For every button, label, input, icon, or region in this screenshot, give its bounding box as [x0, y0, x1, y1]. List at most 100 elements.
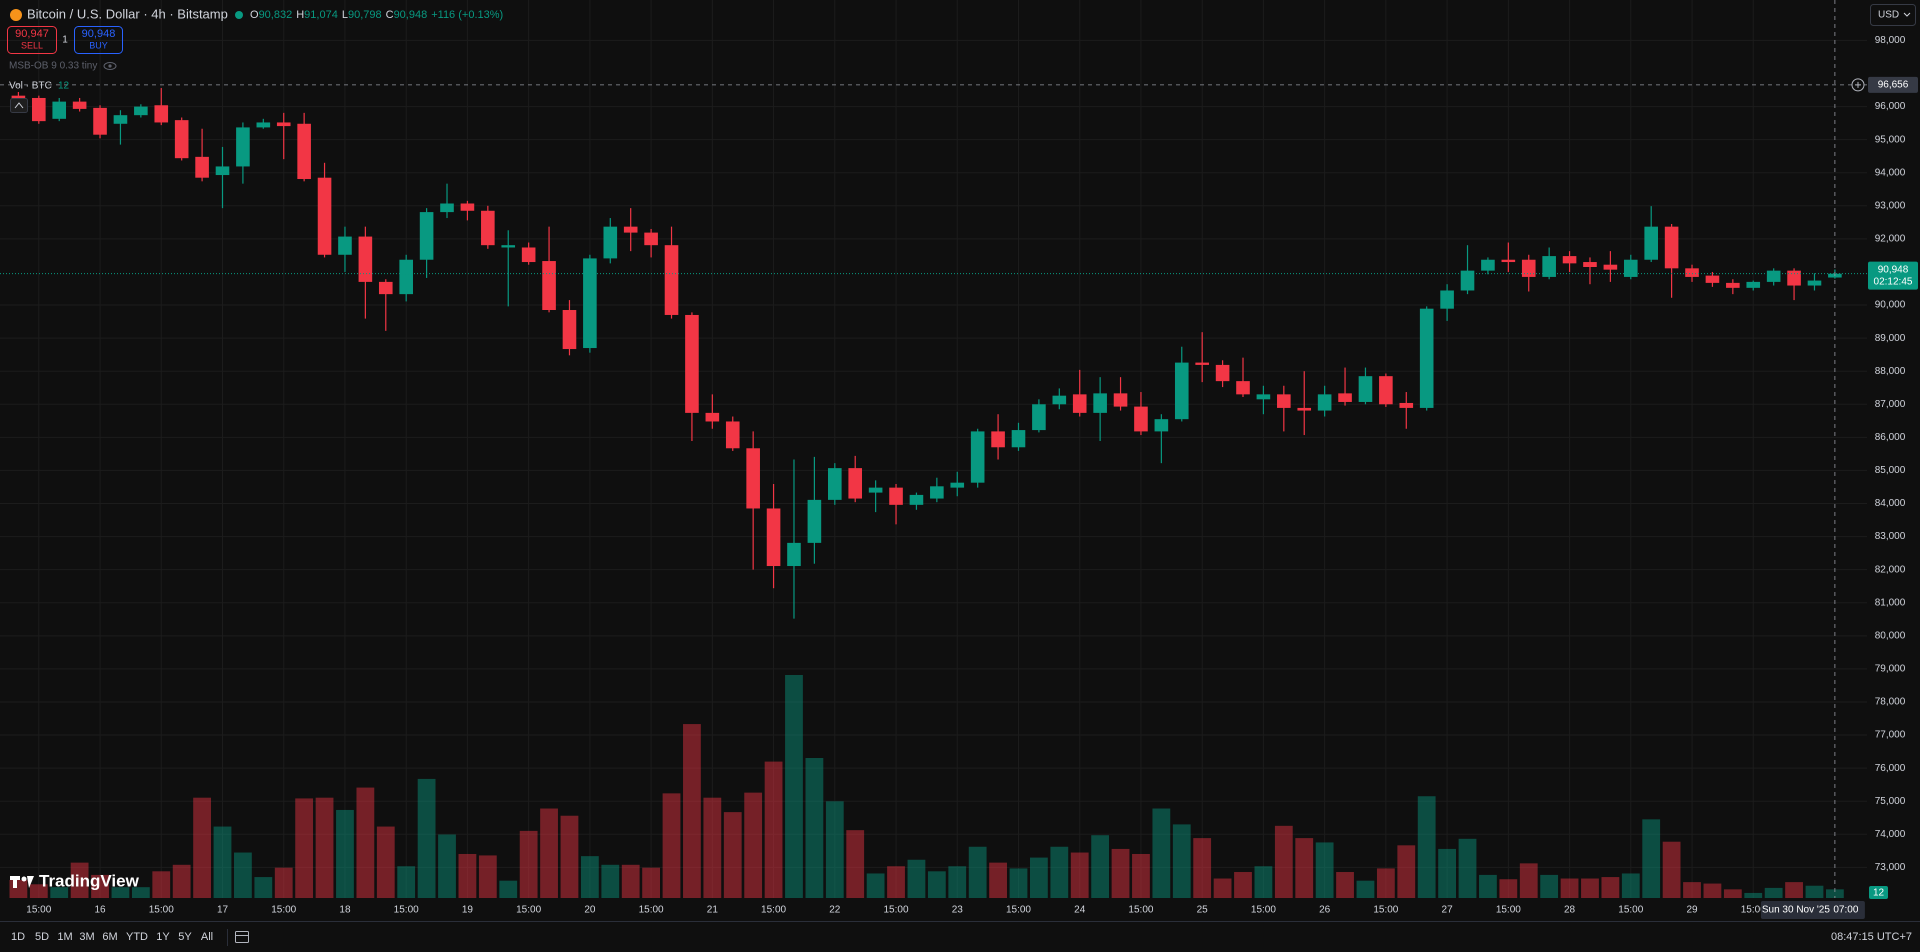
overlay-layer: 73,000 74,000 75,000 76,000 77,000 78,000 79,0…	[0, 0, 1918, 919]
h-label: H	[296, 9, 304, 21]
y-tick-label: 82,000	[1875, 564, 1906, 575]
branding: TradingView	[39, 871, 140, 890]
volume-bar	[1070, 852, 1089, 898]
volume-bar	[1785, 882, 1803, 898]
c-label: C	[386, 9, 394, 21]
x-tick-label: 29	[1686, 905, 1698, 916]
spread: 1	[62, 35, 68, 46]
volume-bar	[274, 867, 293, 898]
volume-bar	[213, 826, 232, 898]
candle-body	[1807, 280, 1822, 286]
candle-body	[889, 487, 903, 505]
crosshair-time: 07:00	[1833, 905, 1858, 916]
range-button[interactable]: YTD	[126, 931, 148, 943]
range-button[interactable]: 5Y	[178, 931, 192, 943]
add-alert-button[interactable]	[1851, 78, 1865, 92]
y-tick-label: 96,000	[1875, 101, 1906, 112]
currency-button[interactable]	[1870, 4, 1916, 26]
candle-body	[32, 97, 46, 122]
candle-body	[950, 482, 965, 488]
currency: USD	[1878, 10, 1899, 21]
x-tick-label: 23	[952, 905, 964, 916]
candle-body	[52, 101, 67, 119]
volume-value-box	[1869, 886, 1888, 899]
symbol-title[interactable]: Bitcoin / U.S. Dollar · 4h · Bitstamp	[27, 6, 228, 21]
volume-bar	[152, 871, 171, 898]
l-value: 90,798	[348, 9, 382, 21]
y-tick-label: 90,000	[1875, 300, 1906, 311]
range-button[interactable]: 3M	[79, 931, 94, 943]
candle-body	[1072, 394, 1087, 413]
candle-body	[1644, 226, 1658, 260]
range-button[interactable]: 5D	[35, 931, 49, 943]
candle-body	[501, 245, 516, 248]
volume-legend[interactable]: Vol · BTC	[9, 81, 52, 92]
clock[interactable]: 08:47:15 UTC+7	[1831, 931, 1912, 943]
volume-bar	[642, 867, 661, 898]
volume-bar	[1030, 857, 1048, 898]
candle-body	[1481, 259, 1495, 271]
y-tick-label: 85,000	[1875, 465, 1906, 476]
candle-body	[1583, 262, 1597, 268]
candle-body	[236, 127, 250, 167]
candle-body	[195, 156, 209, 178]
candle-body	[787, 542, 801, 567]
candle-body	[909, 494, 924, 505]
range-button[interactable]: 1Y	[156, 931, 170, 943]
candle-body	[1562, 256, 1577, 264]
candle-body	[1256, 394, 1271, 400]
volume-bar	[764, 761, 783, 898]
candle-body	[1358, 376, 1373, 402]
volume-bar	[1560, 878, 1579, 898]
volume-bar	[234, 852, 252, 898]
volume-bar	[519, 830, 538, 898]
date-range-icon[interactable]	[235, 931, 249, 943]
volume-bar	[1336, 872, 1354, 898]
candle-body	[1746, 281, 1761, 288]
volume-bar	[1274, 825, 1293, 898]
sell-button[interactable]	[7, 26, 57, 54]
volume-bar	[1621, 873, 1640, 898]
eye-icon[interactable]	[103, 62, 117, 70]
volume-bar	[540, 808, 558, 898]
o-label: O	[250, 9, 259, 21]
volume-bar	[1234, 872, 1252, 898]
logo	[10, 876, 34, 888]
volume-bar	[376, 826, 395, 898]
candle-body	[317, 177, 332, 255]
volume-bar	[703, 797, 722, 898]
crosshair-date: Sun 30 Nov '25	[1762, 905, 1831, 916]
volume-bar	[989, 862, 1007, 898]
volume-bar	[70, 862, 89, 898]
change: +116 (+0.13%)	[431, 9, 503, 21]
candle-body	[1277, 394, 1291, 408]
volume-bar	[1723, 889, 1742, 898]
volume-bar	[1295, 838, 1314, 898]
x-tick-label: 15:00	[1251, 905, 1276, 916]
volume-bar	[9, 879, 28, 898]
collapse-button[interactable]	[10, 98, 28, 113]
range-button[interactable]: 1D	[11, 931, 25, 943]
indicator-label[interactable]: MSB-OB 9 0.33 tiny	[9, 61, 97, 72]
candle-body	[1195, 362, 1209, 365]
candle-body	[174, 120, 189, 159]
candle-body	[1134, 406, 1148, 432]
volume-bar	[295, 798, 314, 898]
buy-button[interactable]	[74, 26, 123, 54]
volume-bar	[785, 675, 803, 898]
volume-bar	[50, 887, 69, 898]
candle-body	[583, 258, 597, 349]
candle-body	[542, 261, 556, 311]
candle-body	[1460, 270, 1475, 291]
candle-body	[460, 203, 475, 211]
volume-bar	[1009, 868, 1028, 898]
candle-body	[644, 232, 658, 246]
volume-bar	[1519, 863, 1538, 898]
volume-bar	[968, 846, 987, 898]
range-button[interactable]: 6M	[102, 931, 117, 943]
volume-bar	[744, 792, 763, 898]
range-button[interactable]: 1M	[57, 931, 72, 943]
volume-bar	[1601, 877, 1620, 898]
range-button[interactable]: All	[201, 931, 213, 943]
x-tick-label: 19	[462, 905, 474, 916]
